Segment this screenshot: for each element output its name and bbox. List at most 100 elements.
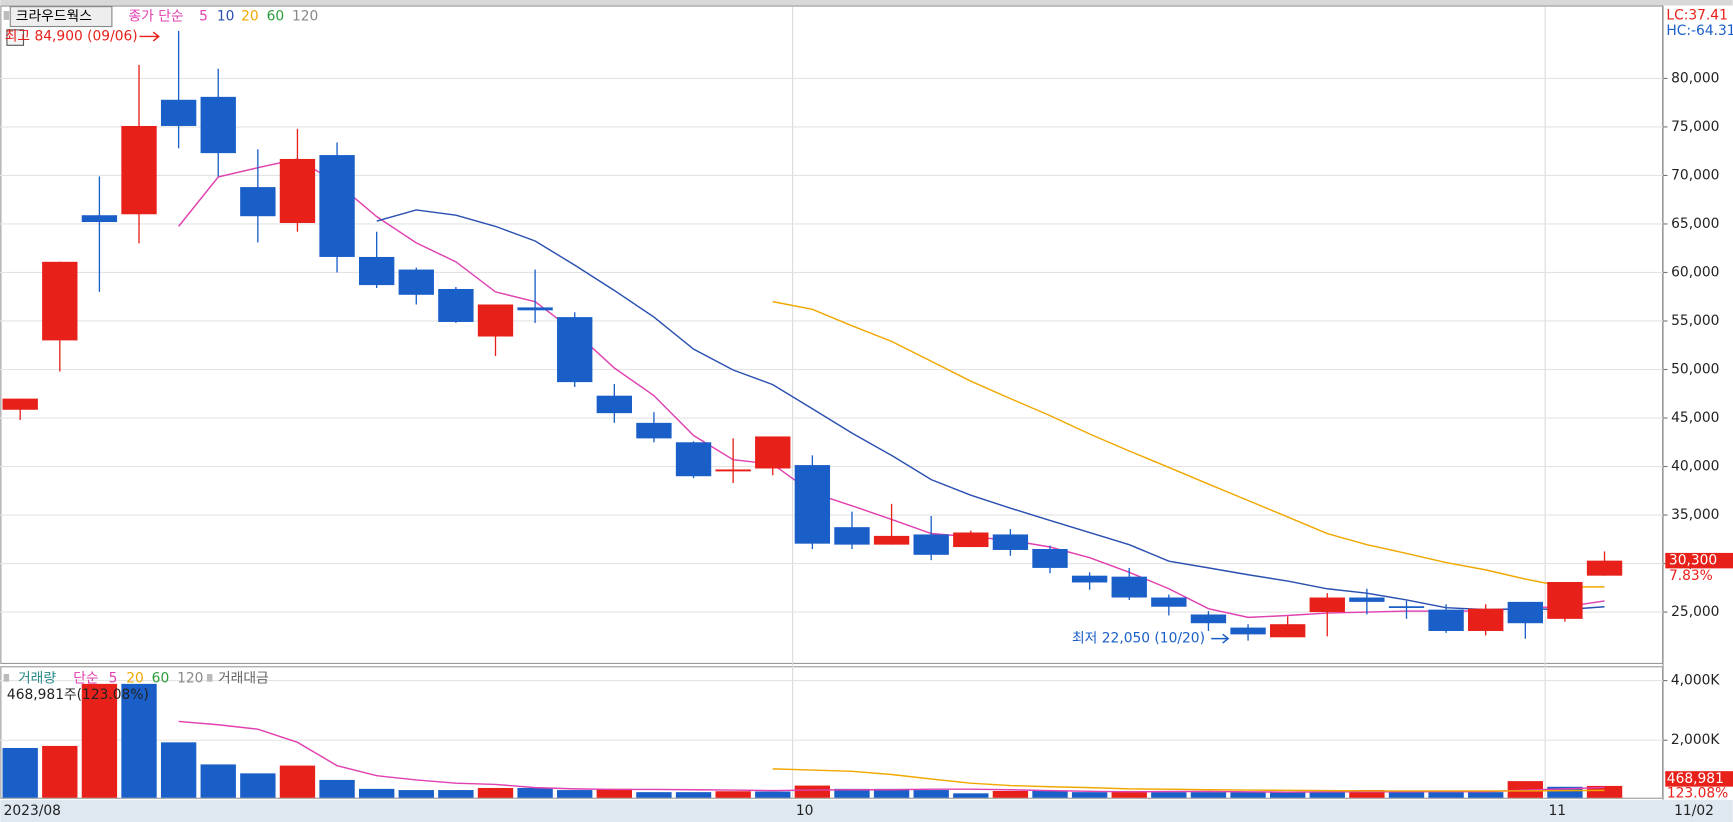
y-tick-label: 75,000 <box>1671 119 1719 135</box>
candle-body <box>477 304 514 337</box>
legend-label: 단순 <box>73 670 98 686</box>
volume-bar <box>992 790 1029 798</box>
volume-bar <box>953 793 989 798</box>
volume-bar <box>1586 785 1623 798</box>
volume-bar <box>1071 792 1108 798</box>
candle-body <box>358 256 395 286</box>
stat-label: HC:-64.31 <box>1666 23 1733 39</box>
stat-label: LC:37.41 <box>1666 7 1727 23</box>
candle-body <box>1071 575 1108 583</box>
candle-body <box>596 395 632 414</box>
candle-body <box>715 469 751 472</box>
candle-body <box>755 436 791 469</box>
price-panel <box>0 5 1664 665</box>
candle-body <box>675 442 712 477</box>
price-tag-label: 30,300 <box>1669 553 1717 569</box>
icon <box>206 673 213 682</box>
candle-body <box>438 288 474 322</box>
change-label: 7.83% <box>1669 568 1713 584</box>
volume-bar <box>834 788 870 798</box>
volume-bar <box>636 792 672 798</box>
volume-bar <box>1388 792 1425 798</box>
volume-tag-label: 468,981 <box>1667 771 1724 787</box>
volume-bar <box>1032 790 1068 798</box>
volume-bar <box>913 790 949 798</box>
x-tick-label: 10 <box>796 803 814 819</box>
y-tick-label: 35,000 <box>1671 507 1719 523</box>
title-box[interactable] <box>9 6 113 28</box>
volume-bar <box>517 787 553 798</box>
candle-body <box>121 125 157 215</box>
candle-body <box>81 215 118 223</box>
volume-title: 거래량 <box>18 670 56 686</box>
candle-body <box>279 158 316 223</box>
candle-body <box>557 317 593 383</box>
candle-body <box>913 534 949 555</box>
volume-bar <box>358 788 395 798</box>
ma-line <box>772 300 1605 588</box>
candle-body <box>992 534 1029 550</box>
volume-bar <box>319 779 355 798</box>
candle-body <box>1032 548 1068 568</box>
candle-body <box>1230 627 1266 635</box>
high-annotation: 최고 84,900 (09/06) <box>5 28 138 44</box>
legend-entry: 5 <box>199 9 208 25</box>
candle-body <box>1349 597 1385 602</box>
volume-bar <box>121 683 157 798</box>
y-tick-label: 80,000 <box>1671 70 1719 86</box>
candle-body <box>1388 606 1425 609</box>
candle-body <box>42 261 78 341</box>
volume-bar <box>1309 792 1345 798</box>
volume-panel <box>0 666 1664 799</box>
ma-line <box>376 209 1605 611</box>
volume-bar <box>1151 792 1187 798</box>
x-tick-label: 2023/08 <box>4 803 61 819</box>
high-arrow <box>139 31 160 42</box>
candle-body <box>398 269 434 295</box>
volume-bar <box>2 747 38 798</box>
candle-body <box>240 187 276 217</box>
volume-bar <box>1468 792 1504 798</box>
volume-tag <box>1665 771 1733 787</box>
legend-entry: 20 <box>126 670 144 686</box>
legend-entry: 20 <box>241 9 259 25</box>
y-tick-label: 65,000 <box>1671 216 1719 232</box>
volume-bar <box>715 791 751 798</box>
candle-body <box>2 398 38 410</box>
legend-entry: 120 <box>177 670 203 686</box>
volume-bar <box>240 773 276 798</box>
low-arrow <box>1211 633 1230 644</box>
legend-label: 종가 단순 <box>128 9 183 25</box>
volume-bar <box>160 742 197 798</box>
candle-body <box>1190 614 1227 624</box>
candle-body <box>873 535 910 545</box>
legend-extra: 거래대금 <box>218 670 269 686</box>
volume-bar <box>279 765 316 798</box>
candle-body <box>1468 608 1504 631</box>
icon[interactable] <box>6 29 25 46</box>
candle-body <box>1269 624 1306 638</box>
y-tick-label: 50,000 <box>1671 362 1719 378</box>
volume-bar <box>42 745 78 798</box>
stock-title: 크라우드웍스 <box>16 9 92 25</box>
x-axis-strip <box>0 799 1733 822</box>
candle-body <box>953 532 989 548</box>
icon <box>3 673 10 682</box>
volume-bar <box>1111 790 1147 798</box>
volume-bar <box>1190 792 1227 798</box>
candle-body <box>1586 560 1623 576</box>
legend-entry: 60 <box>267 9 285 25</box>
y-tick-label: 2,000K <box>1671 732 1720 748</box>
candle-body <box>794 465 831 544</box>
volume-bar <box>81 683 118 798</box>
volume-bar <box>794 785 831 798</box>
icon <box>3 11 10 20</box>
candle-body <box>1507 601 1543 624</box>
candle-body <box>834 527 870 545</box>
candle-body <box>200 96 236 154</box>
legend-entry: 60 <box>152 670 170 686</box>
price-tag <box>1665 552 1733 569</box>
volume-bar <box>596 788 632 798</box>
